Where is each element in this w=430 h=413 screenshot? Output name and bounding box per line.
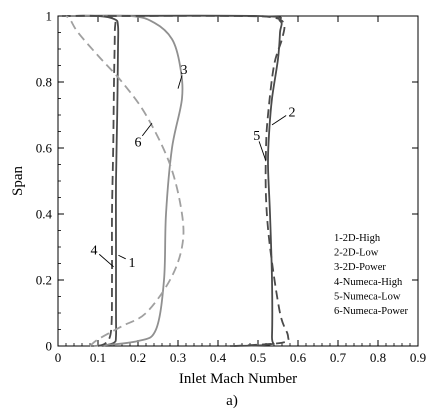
series-line-3 [65, 14, 184, 347]
callout-label-1: 1 [129, 256, 136, 271]
y-tick-label: 0.4 [36, 207, 53, 222]
legend-entry: 6-Numeca-Power [334, 306, 409, 317]
series-line-1 [61, 14, 120, 347]
series-line-5 [97, 14, 290, 347]
callout-leader-5 [258, 141, 267, 162]
callout-leader-3 [177, 75, 183, 89]
legend-entry: 5-Numeca-Low [334, 291, 401, 302]
x-tick-label: 0.2 [130, 350, 146, 365]
x-tick-label: 0.9 [410, 350, 426, 365]
y-tick-label: 0.6 [36, 141, 53, 156]
legend-entry: 2-2D-Low [334, 248, 379, 259]
series-line-4 [65, 14, 117, 347]
callout-leader-4 [98, 253, 114, 268]
y-tick-label: 0 [46, 339, 53, 354]
callout-label-2: 2 [289, 106, 296, 121]
x-tick-label: 0.7 [330, 350, 347, 365]
legend-entry: 1-2D-High [334, 233, 381, 244]
callouts-layer: 1 2 3 4 5 6 [91, 63, 296, 271]
x-tick-label: 0.8 [370, 350, 386, 365]
callout-leader-2 [271, 115, 287, 126]
y-tick-label: 0.2 [36, 273, 52, 288]
y-axis-title: Span [10, 166, 26, 197]
x-tick-label: 0.5 [250, 350, 266, 365]
x-tick-label: 0.1 [90, 350, 106, 365]
legend-entry: 3-2D-Power [334, 262, 386, 273]
x-tick-label: 0.4 [210, 350, 227, 365]
callout-leader-6 [141, 122, 153, 137]
x-axis-title: Inlet Mach Number [179, 371, 297, 387]
y-tick-label: 0.8 [36, 75, 52, 90]
callout-label-6: 6 [135, 135, 142, 150]
callout-label-5: 5 [253, 129, 260, 144]
y-tick-label: 1 [46, 9, 53, 24]
series-line-6 [65, 15, 185, 347]
legend-entry: 4-Numeca-High [334, 277, 403, 288]
chart-caption: a) [226, 393, 238, 409]
callout-label-3: 3 [181, 63, 188, 78]
callout-leader-1 [118, 254, 126, 260]
series-layer [61, 14, 290, 347]
x-tick-label: 0.3 [170, 350, 186, 365]
series-line-2 [65, 14, 283, 347]
x-tick-label: 0.6 [290, 350, 307, 365]
legend: 1-2D-High 2-2D-Low 3-2D-Power 4-Numeca-High… [334, 233, 409, 317]
callout-label-4: 4 [91, 244, 98, 259]
x-tick-label: 0 [55, 350, 62, 365]
